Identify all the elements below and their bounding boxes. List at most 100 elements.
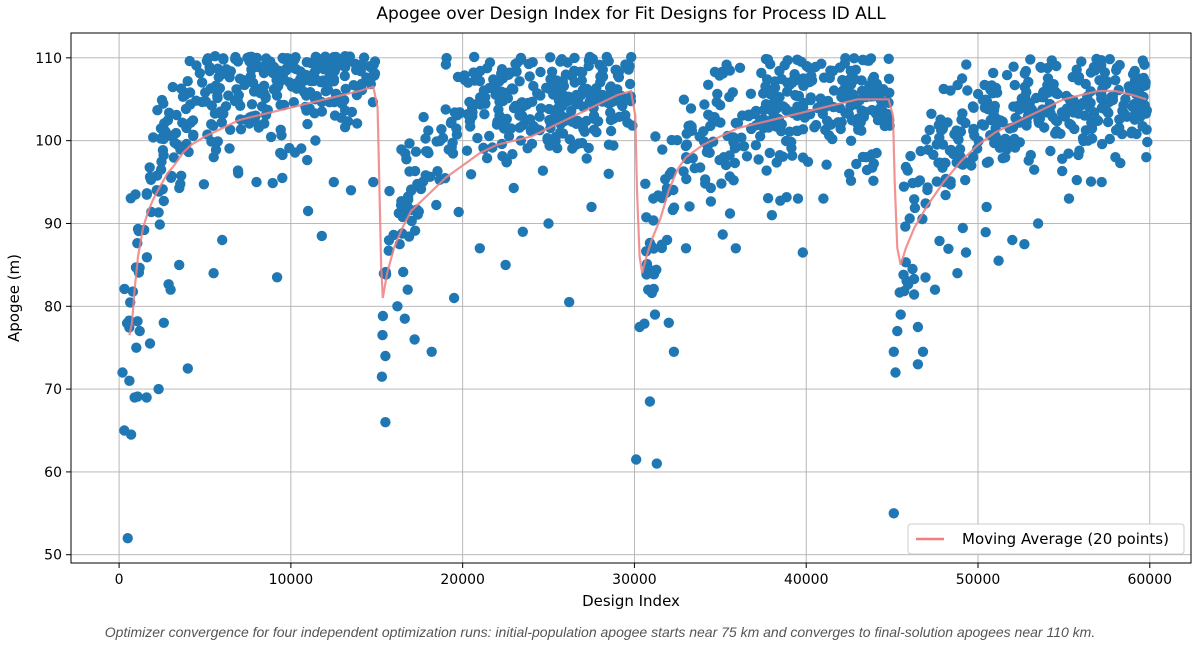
data-point <box>465 169 477 180</box>
data-point <box>208 268 219 279</box>
data-point <box>324 71 335 82</box>
data-point <box>380 350 391 362</box>
data-point <box>508 102 520 114</box>
data-point <box>741 151 753 162</box>
data-point <box>845 65 856 77</box>
data-point <box>174 259 185 271</box>
data-point <box>267 177 278 189</box>
data-point <box>981 201 992 213</box>
data-point <box>980 227 991 238</box>
data-point <box>648 215 659 226</box>
data-point <box>1025 54 1036 65</box>
data-point <box>117 367 128 378</box>
data-point <box>339 70 350 82</box>
data-point <box>698 126 709 137</box>
data-point <box>412 178 423 190</box>
data-point <box>459 70 470 81</box>
data-point <box>738 141 750 152</box>
data-point <box>259 118 270 129</box>
data-point <box>474 75 486 87</box>
data-point <box>1064 118 1075 129</box>
data-point <box>872 115 884 126</box>
data-point <box>1032 218 1044 229</box>
data-point <box>634 321 645 333</box>
data-point <box>1110 125 1122 136</box>
data-point <box>206 119 217 130</box>
data-point <box>587 90 598 101</box>
data-point <box>481 153 493 164</box>
data-point <box>1001 69 1013 81</box>
data-point <box>144 338 156 349</box>
data-point <box>684 201 695 212</box>
data-point <box>937 162 948 173</box>
data-point <box>537 165 549 176</box>
x-tick-label: 0 <box>115 572 124 588</box>
plot-area-frame <box>70 32 1192 564</box>
data-point <box>991 87 1003 98</box>
data-point <box>440 104 451 115</box>
data-point <box>648 193 659 204</box>
data-point <box>709 66 721 78</box>
data-point <box>158 133 169 145</box>
data-point <box>603 168 614 179</box>
data-point <box>212 136 223 147</box>
data-point <box>622 94 633 106</box>
data-point <box>1051 60 1062 72</box>
data-point <box>204 65 215 77</box>
data-point <box>875 86 886 98</box>
data-point <box>284 142 295 154</box>
data-point <box>1102 76 1113 87</box>
data-point <box>377 329 388 341</box>
data-point <box>418 111 429 123</box>
data-point <box>681 139 693 150</box>
data-point <box>1085 67 1097 78</box>
data-point <box>558 80 570 92</box>
data-point <box>753 154 764 165</box>
data-point <box>168 152 179 163</box>
data-point <box>535 66 546 78</box>
data-point <box>724 208 736 219</box>
data-point <box>348 80 359 91</box>
data-point <box>119 283 130 295</box>
data-point <box>712 88 723 100</box>
data-point <box>597 64 608 75</box>
data-point <box>469 51 480 63</box>
data-point <box>782 77 793 89</box>
data-point <box>148 132 159 143</box>
data-point <box>724 171 735 182</box>
data-point <box>899 285 910 297</box>
data-point <box>400 148 411 159</box>
data-point <box>158 150 169 161</box>
data-point <box>960 174 971 186</box>
data-point <box>890 367 901 378</box>
data-point <box>1082 135 1094 146</box>
y-ticks: 50 60 70 80 90 100 110 <box>35 51 71 564</box>
data-point <box>188 129 199 140</box>
data-point <box>787 150 798 161</box>
data-point <box>376 371 388 382</box>
data-point <box>184 87 196 98</box>
data-point <box>928 149 939 160</box>
data-point <box>651 458 662 469</box>
data-point <box>900 221 911 232</box>
data-point <box>125 193 136 204</box>
data-point <box>926 108 937 120</box>
data-point <box>517 226 528 237</box>
data-point <box>503 131 515 142</box>
data-point <box>866 104 878 116</box>
data-point <box>797 247 808 258</box>
data-point <box>1133 97 1145 108</box>
data-point <box>380 417 391 428</box>
data-point <box>121 318 133 329</box>
data-point <box>883 53 894 64</box>
data-point <box>664 169 675 180</box>
data-point <box>861 86 872 98</box>
data-point <box>960 247 972 258</box>
moving-average-line <box>128 85 1147 336</box>
data-point <box>840 91 852 103</box>
data-point <box>339 95 350 106</box>
data-point <box>732 117 744 129</box>
data-point <box>541 82 552 94</box>
data-point <box>779 60 790 71</box>
data-point <box>724 91 735 103</box>
